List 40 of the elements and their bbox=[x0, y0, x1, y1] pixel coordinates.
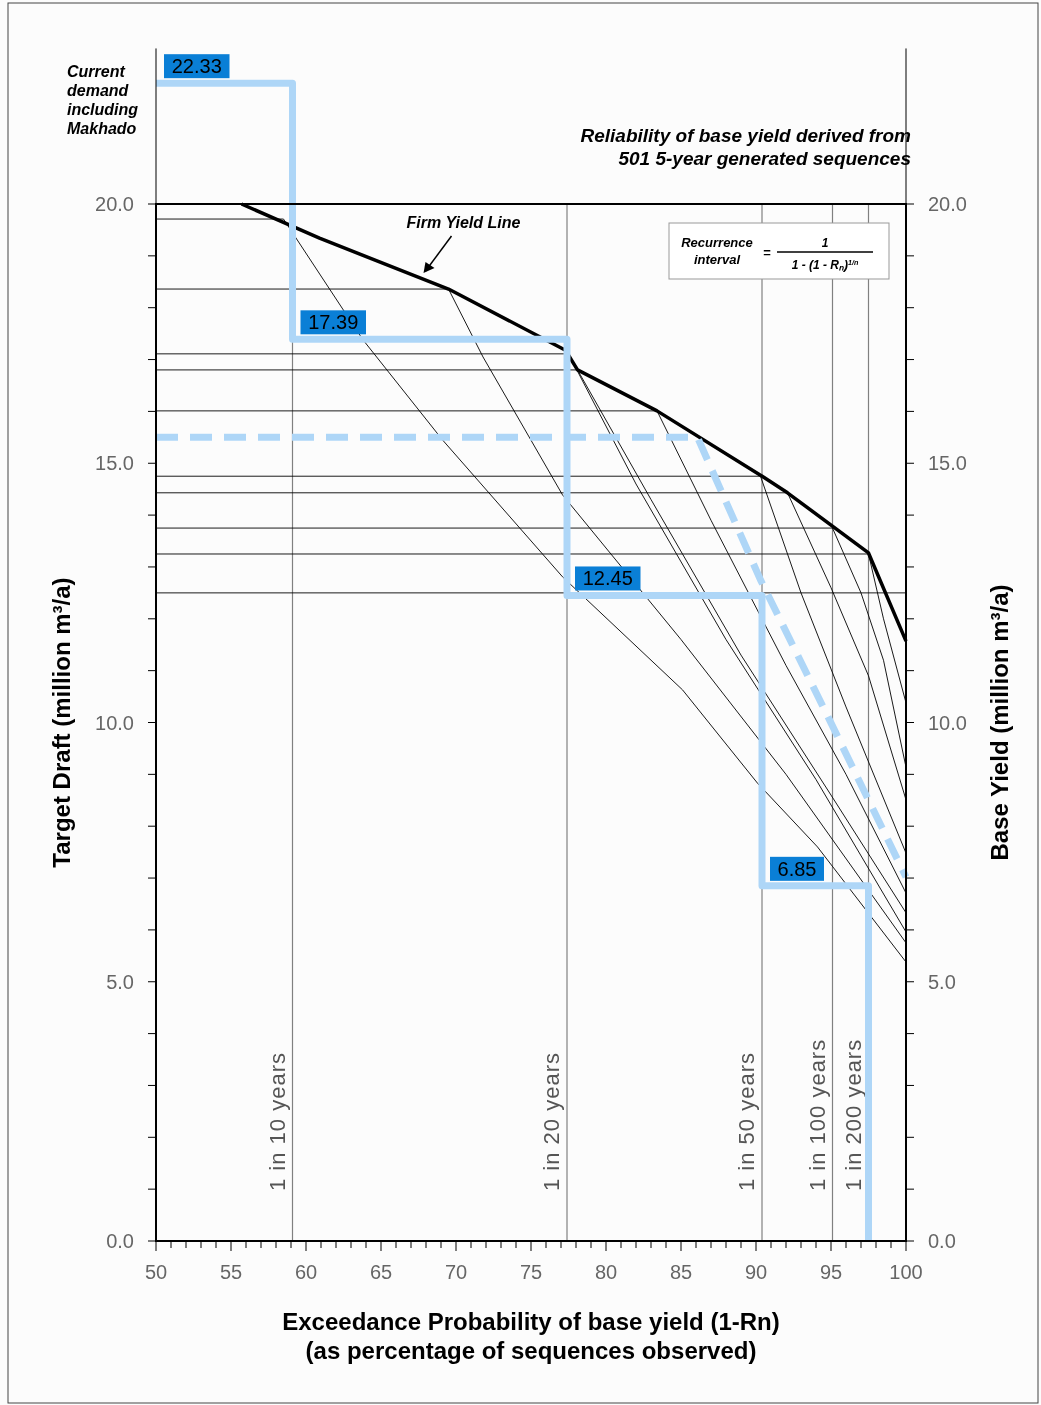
text: Current demand including Makhado bbox=[67, 63, 139, 137]
ref-line-label: 1 in 50 years bbox=[734, 1052, 759, 1191]
y-tick-label: 20.0 bbox=[95, 193, 134, 215]
text: Reliability of base yield derived from 501 5-year generated sequences bbox=[580, 125, 912, 169]
y-tick-label: 5.0 bbox=[106, 970, 134, 993]
x-tick-label: 60 bbox=[294, 1261, 318, 1283]
x-tick-label: 50 bbox=[144, 1261, 168, 1283]
x-tick-label: 75 bbox=[519, 1261, 543, 1283]
y-tick-label: 10.0 bbox=[95, 711, 134, 734]
x-tick-label: 100 bbox=[889, 1261, 923, 1283]
y-tick-label: 0.0 bbox=[106, 1230, 134, 1252]
ref-line-label: 1 in 20 years bbox=[539, 1052, 564, 1191]
y-tick-label: 15.0 bbox=[95, 452, 134, 475]
x-tick-label: 85 bbox=[669, 1261, 693, 1283]
ref-line-label: 1 in 200 years bbox=[840, 1038, 866, 1191]
data-label: 12.45 bbox=[582, 567, 633, 590]
x-tick-label: 80 bbox=[594, 1261, 618, 1283]
y-axis-title: Target Draft (million m³/a) bbox=[48, 577, 75, 868]
ref-line-label: 1 in 10 years bbox=[264, 1052, 290, 1191]
annotation: 1 - (1 - Rₙ)$^{1/n}$ bbox=[791, 257, 859, 272]
data-label: 22.33 bbox=[171, 55, 222, 78]
x-tick-label: 95 bbox=[819, 1261, 843, 1283]
y2-axis-title: Base Yield (million m³/a) bbox=[986, 584, 1013, 861]
y2-tick-label: 0.0 bbox=[928, 1230, 956, 1252]
x-tick-label: 90 bbox=[744, 1261, 768, 1283]
y2-tick-label: 10.0 bbox=[928, 711, 967, 734]
annotation: = bbox=[763, 245, 772, 260]
ref-line-label: 1 in 100 years bbox=[804, 1038, 830, 1191]
y2-tick-label: 5.0 bbox=[928, 970, 956, 993]
y2-tick-label: 20.0 bbox=[928, 193, 967, 215]
y2-tick-label: 15.0 bbox=[928, 452, 967, 475]
data-label: 17.39 bbox=[308, 311, 359, 334]
annotation: Recurrence interval bbox=[681, 235, 753, 267]
x-tick-label: 55 bbox=[219, 1261, 243, 1283]
x-axis-title: Exceedance Probability of base yield (1-Rn) (as percentage of sequences observed) bbox=[282, 1308, 780, 1364]
annotation: 1 bbox=[821, 236, 829, 250]
x-tick-label: 65 bbox=[369, 1261, 393, 1283]
data-label: 6.85 bbox=[777, 857, 817, 880]
text: Firm Yield Line bbox=[406, 214, 521, 232]
x-tick-label: 70 bbox=[444, 1261, 468, 1283]
